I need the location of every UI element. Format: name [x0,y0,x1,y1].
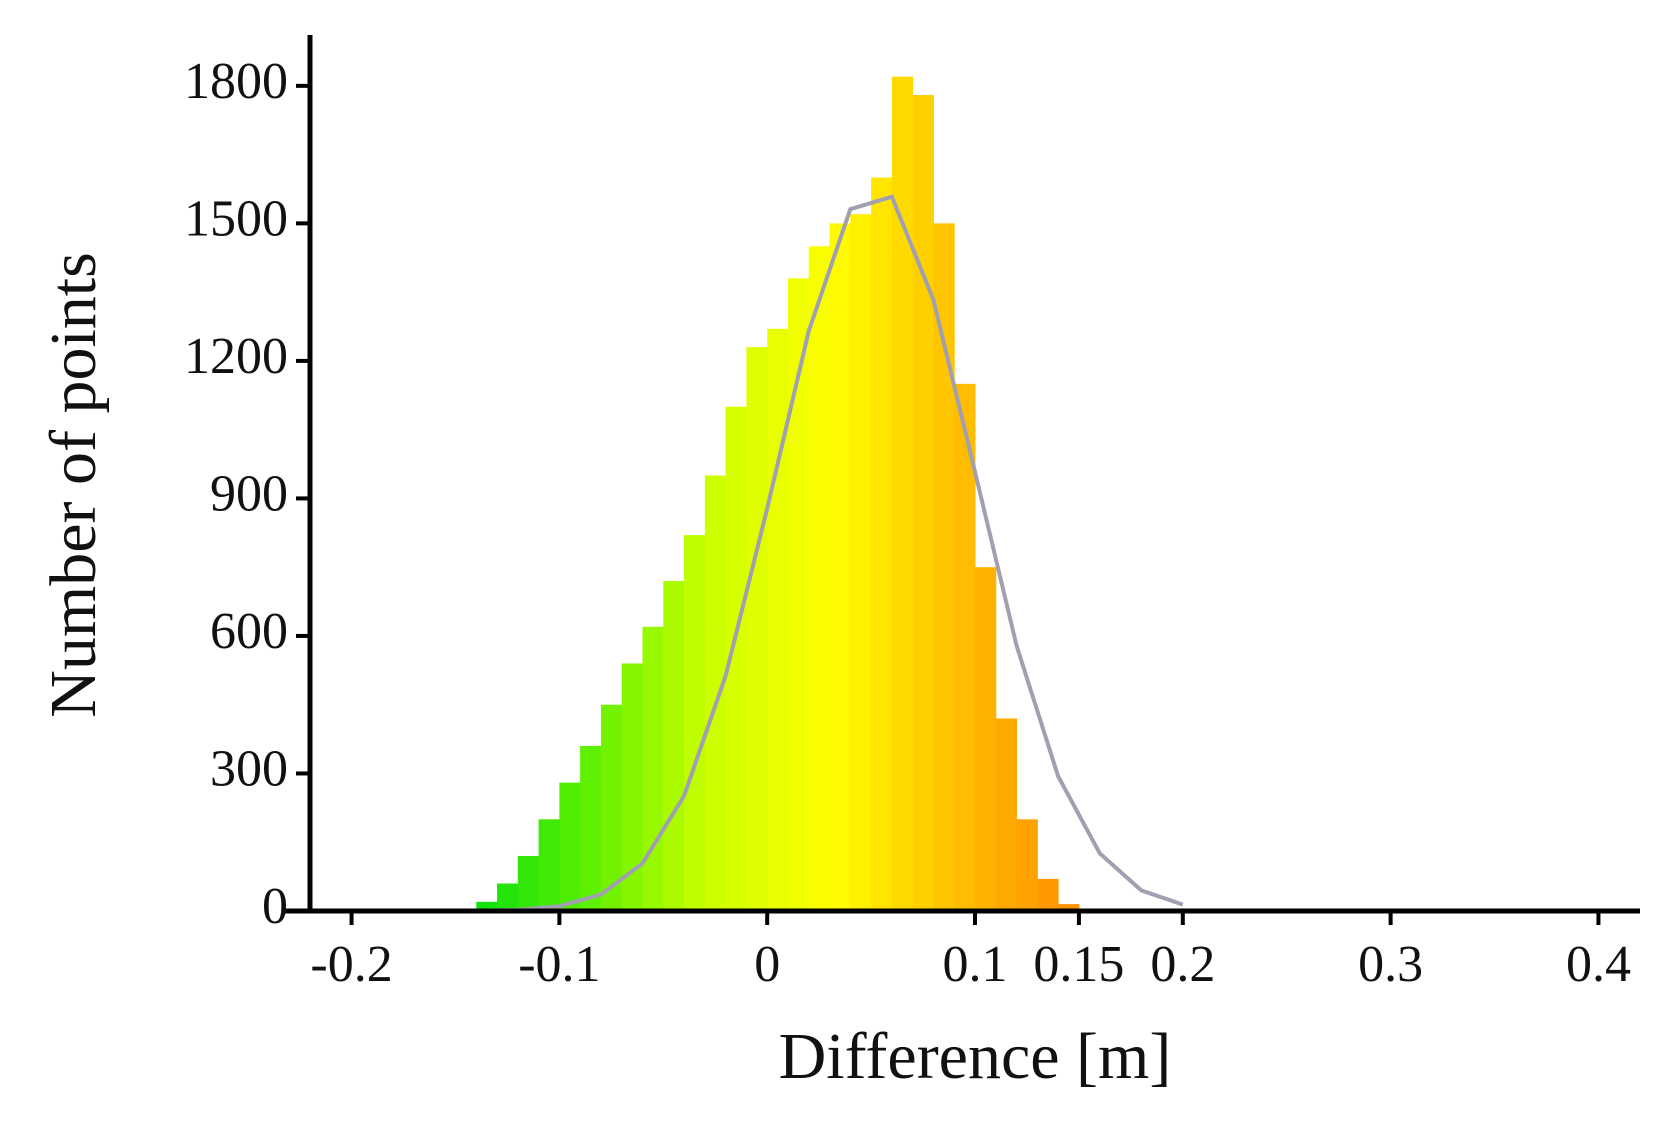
y-tick-label: 300 [210,740,288,797]
histogram-bar [912,95,934,912]
y-tick-label: 1500 [184,190,288,247]
x-tick-label: -0.2 [310,936,392,993]
histogram-bar [995,718,1018,911]
histogram-bar [538,819,560,911]
histogram-bar [933,223,955,912]
histogram-bar [808,246,831,911]
histogram-bar [954,383,976,911]
histogram-bar [517,855,540,911]
x-tick-label: 0 [754,936,780,993]
y-tick-label: 1800 [184,53,288,110]
histogram-bar [497,883,519,911]
y-tick-label: 600 [210,603,288,660]
histogram-bar [476,901,498,911]
histogram-bar [725,406,747,911]
histogram-bar [1016,819,1038,911]
histogram-bar [600,704,623,911]
y-tick-label: 1200 [184,328,288,385]
y-tick-label: 900 [210,465,288,522]
histogram-bar [746,347,768,912]
x-tick-label: 0.4 [1566,936,1631,993]
histogram-bar [975,567,997,911]
histogram-bar [663,580,685,911]
histogram-bar [1037,878,1059,911]
histogram-bar [621,663,643,911]
histogram-bar [891,76,914,911]
histogram-bar [559,782,581,911]
histogram-bar [829,223,851,912]
histogram-bar [642,626,664,911]
histogram-bar [684,535,706,911]
histogram-bar [787,278,810,912]
x-tick-label: 0.15 [1033,936,1124,993]
x-tick-label: 0.3 [1358,936,1423,993]
y-tick-label: 0 [262,878,288,935]
x-tick-label: 0.2 [1150,936,1215,993]
histogram-bar [704,475,727,911]
histogram-bar [1058,904,1080,911]
histogram-bar [871,177,893,912]
histogram-bar [850,214,872,911]
histogram-bar [767,328,789,911]
x-axis-title: Difference [m] [779,1020,1172,1093]
x-tick-label: 0.1 [943,936,1008,993]
histogram-bar [580,745,602,911]
x-tick-label: -0.1 [518,936,600,993]
y-axis-title: Number of points [37,252,110,718]
